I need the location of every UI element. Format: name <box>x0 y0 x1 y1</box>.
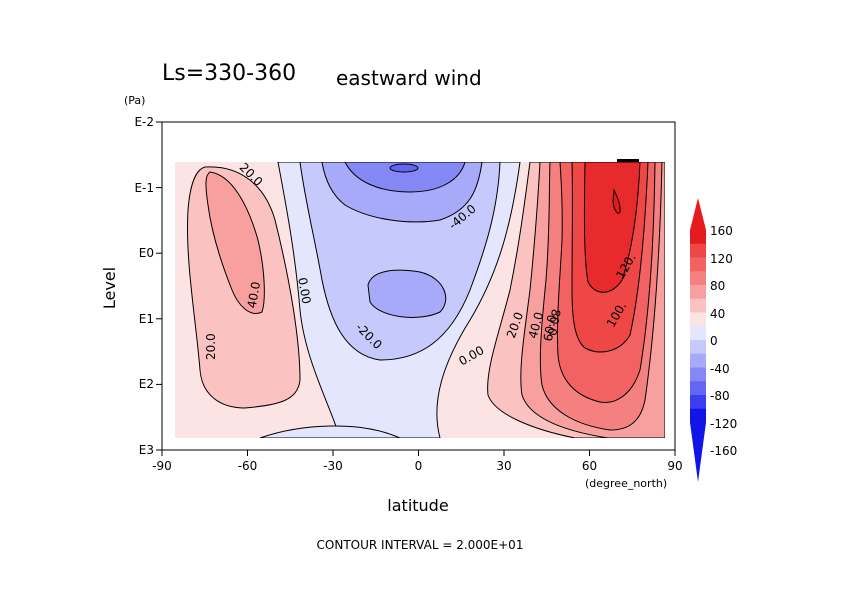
colorbar-label: 120 <box>710 252 733 266</box>
x-tick-label: 30 <box>496 459 511 473</box>
colorbar-label: 40 <box>710 307 725 321</box>
y-tick-labels: E-2 E-1 E0 E1 E2 E3 <box>134 115 154 457</box>
x-tick-label: -60 <box>238 459 258 473</box>
x-unit-label: (degree_north) <box>585 477 667 490</box>
x-axis-title: latitude <box>387 496 448 515</box>
colorbar-label: 80 <box>710 279 725 293</box>
x-tick-label: 0 <box>415 459 423 473</box>
y-tick-label: E-1 <box>134 181 154 195</box>
chart-title: Ls=330-360 <box>162 61 296 86</box>
y-axis-title: Level <box>100 267 119 309</box>
region-neg-bottom <box>259 425 401 438</box>
colorbar-label: 160 <box>710 224 733 238</box>
colorbar <box>690 198 706 482</box>
y-tick-label: E0 <box>139 246 154 260</box>
y-tick-label: E2 <box>139 377 154 391</box>
contour-label: 80.0 <box>545 308 563 337</box>
colorbar-segment <box>690 340 706 355</box>
colorbar-label: -160 <box>710 444 737 458</box>
chart-subtitle: eastward wind <box>336 66 482 90</box>
contour-label: 0.00 <box>295 276 313 305</box>
colorbar-segment <box>690 381 706 396</box>
x-tick-labels: -90 -60 -30 0 30 60 90 <box>152 459 682 473</box>
y-axis <box>156 121 162 451</box>
x-tick-label: -30 <box>323 459 343 473</box>
colorbar-label: 0 <box>710 334 718 348</box>
colorbar-arrow-bottom <box>690 422 706 482</box>
x-tick-label: 60 <box>582 459 597 473</box>
colorbar-labels: 160 120 80 40 0 -40 -80 -120 -160 <box>710 224 737 458</box>
colorbar-segment <box>690 230 706 245</box>
colorbar-segment <box>690 353 706 368</box>
region-pos-north-max <box>612 188 621 214</box>
colorbar-label: -80 <box>710 389 730 403</box>
colorbar-segment <box>690 367 706 382</box>
colorbar-segment <box>690 257 706 272</box>
top-edge-mark <box>617 159 639 162</box>
x-tick-label: 90 <box>667 459 682 473</box>
y-unit-label: (Pa) <box>124 94 145 107</box>
y-tick-label: E3 <box>139 443 154 457</box>
colorbar-label: -40 <box>710 362 730 376</box>
contour-label: 40.0 <box>245 281 263 310</box>
colorbar-segment <box>690 408 706 423</box>
colorbar-segment <box>690 312 706 327</box>
region-neg-core <box>389 163 419 173</box>
x-tick-label: -90 <box>152 459 172 473</box>
contour-label: 20.0 <box>204 333 218 360</box>
colorbar-segment <box>690 298 706 313</box>
colorbar-segment <box>690 243 706 258</box>
region-pos-south-40-60 <box>205 171 265 314</box>
contour-label: 60.0 <box>541 314 559 343</box>
region-pos-north-core <box>583 162 641 293</box>
contour-label: 40.0 <box>526 311 546 340</box>
colorbar-segment <box>690 271 706 286</box>
y-tick-label: E1 <box>139 312 154 326</box>
colorbar-arrow-top <box>690 198 706 230</box>
colorbar-segment <box>690 326 706 341</box>
colorbar-segment <box>690 285 706 300</box>
region-neg-40-60-lower <box>367 269 447 318</box>
contour-field <box>175 162 665 438</box>
region-neg-60-80 <box>344 162 466 193</box>
contour-interval-note: CONTOUR INTERVAL = 2.000E+01 <box>317 538 524 552</box>
y-tick-label: E-2 <box>134 115 154 129</box>
x-axis <box>161 450 676 456</box>
colorbar-label: -120 <box>710 417 737 431</box>
colorbar-segment <box>690 395 706 410</box>
